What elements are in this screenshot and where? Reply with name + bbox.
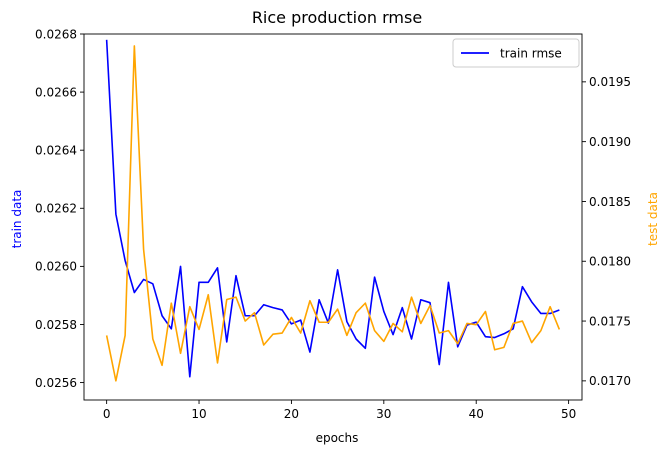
y-axis-left-label: train data xyxy=(10,190,24,249)
y-left-tick-label: 0.0260 xyxy=(35,260,77,274)
axes: 0 10 20 30 40 50 0.0256 0.0258 0.0260 0.0262 0.026… xyxy=(35,27,631,421)
y-left-tick-label: 0.0262 xyxy=(35,202,77,216)
x-tick-label: 0 xyxy=(103,407,111,421)
legend-box xyxy=(452,38,580,68)
x-axis-label: epochs xyxy=(316,431,359,445)
y-right-tick-label: 0.0175 xyxy=(589,314,631,328)
y-right-tick-label: 0.0170 xyxy=(589,374,631,388)
y-right-tick-label: 0.0190 xyxy=(589,135,631,149)
y-right-tick-label: 0.0195 xyxy=(589,75,631,89)
y-left-tick-label: 0.0268 xyxy=(35,27,77,41)
y-left-tick-label: 0.0256 xyxy=(35,376,77,390)
test-series-line xyxy=(105,45,561,382)
y-axis-right-label: test data xyxy=(646,192,660,246)
axes-frame xyxy=(83,33,583,401)
chart-title: Rice production rmse xyxy=(252,8,422,27)
y-right-tick-label: 0.0185 xyxy=(589,195,631,209)
y-left-tick-label: 0.0264 xyxy=(35,143,77,157)
train-series-line xyxy=(105,39,560,378)
legend: train rmse xyxy=(452,38,580,68)
x-tick-label: 20 xyxy=(284,407,299,421)
x-tick-label: 40 xyxy=(469,407,484,421)
x-tick-label: 10 xyxy=(191,407,206,421)
x-tick-label: 50 xyxy=(561,407,576,421)
x-tick-label: 30 xyxy=(376,407,391,421)
plot-area xyxy=(105,39,561,382)
y-right-tick-label: 0.0180 xyxy=(589,255,631,269)
y-left-tick-label: 0.0266 xyxy=(35,85,77,99)
y-left-tick-label: 0.0258 xyxy=(35,318,77,332)
legend-train-label: train rmse xyxy=(500,47,562,61)
